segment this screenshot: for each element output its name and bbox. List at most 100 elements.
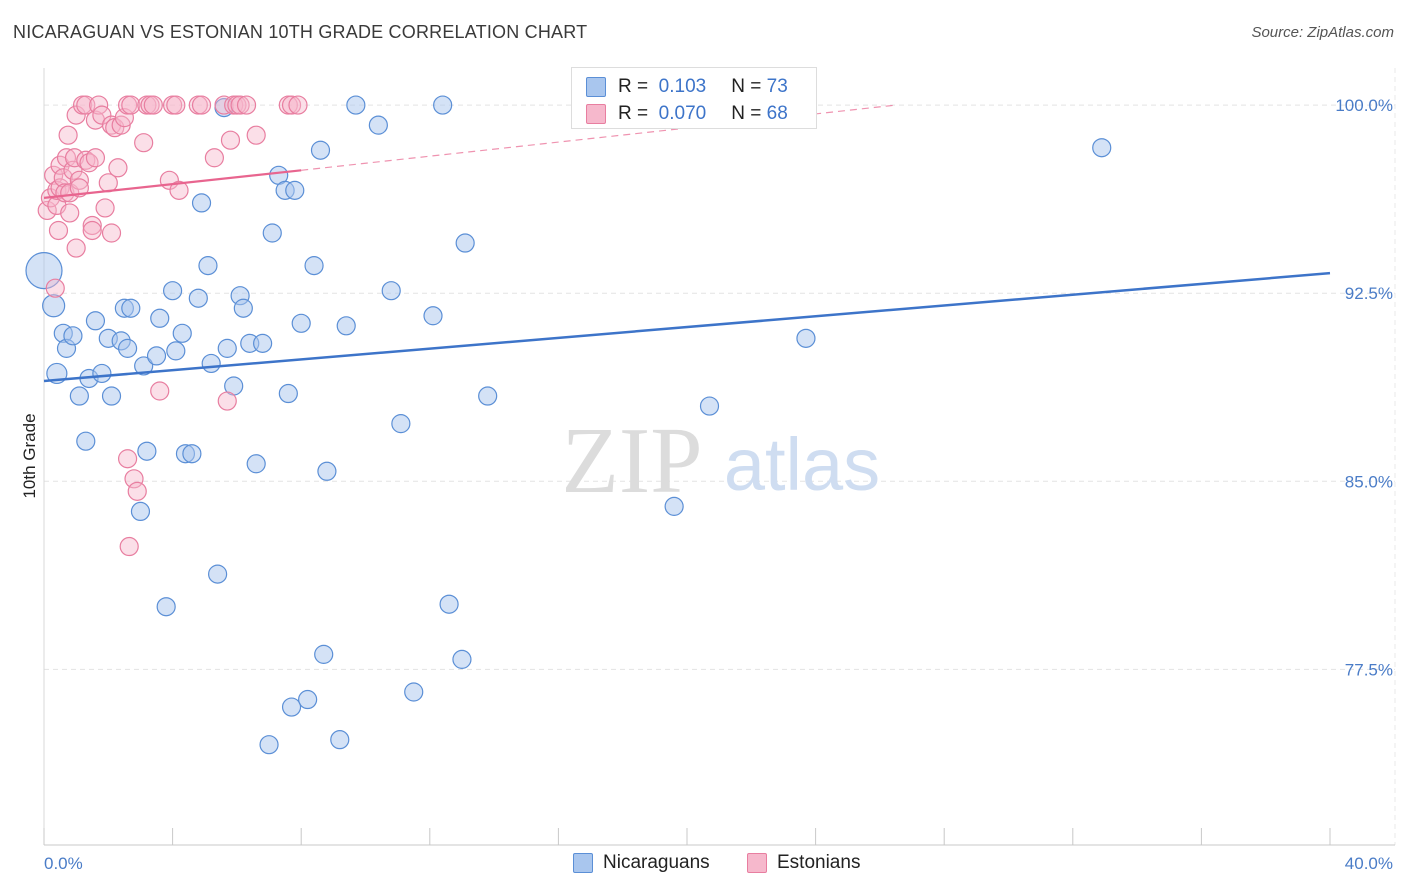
data-point-estonian	[45, 278, 65, 298]
data-point-nicaraguan	[281, 697, 302, 717]
data-point-estonian	[58, 125, 78, 145]
data-point-nicaraguan	[330, 730, 350, 750]
data-point-nicaraguan	[285, 180, 305, 200]
legend-r-label: R =	[618, 76, 649, 97]
data-point-nicaraguan	[433, 95, 453, 115]
data-point-estonian	[69, 170, 89, 190]
data-point-estonian	[166, 95, 186, 115]
grid	[43, 68, 1396, 845]
data-point-estonian	[55, 183, 75, 203]
data-point-nicaraguan	[291, 313, 311, 333]
trend-line-nicaraguans	[43, 271, 1331, 383]
data-point-nicaraguan	[201, 353, 221, 374]
data-point-nicaraguan	[452, 649, 472, 669]
data-point-nicaraguan	[404, 682, 424, 702]
data-point-nicaraguan	[368, 115, 388, 135]
stats-legend: R = 0.103 N = 73 R = 0.070 N = 68	[571, 67, 817, 129]
data-point-nicaraguan	[63, 326, 83, 346]
data-point-nicaraguan	[699, 396, 720, 416]
data-point-estonian	[82, 215, 102, 236]
data-point-nicaraguan	[191, 193, 212, 213]
legend-row-estonians: R = 0.070 N = 68	[586, 103, 788, 125]
data-point-nicaraguan	[150, 308, 170, 328]
chart-title: NICARAGUAN VS ESTONIAN 10TH GRADE CORREL…	[13, 22, 588, 42]
legend-swatch-pink	[747, 853, 767, 873]
data-point-estonian	[230, 95, 250, 115]
trend-line-estonians	[43, 169, 302, 199]
data-point-nicaraguan	[198, 256, 218, 276]
data-point-nicaraguan	[1092, 138, 1112, 158]
data-point-estonian	[143, 95, 163, 115]
data-point-estonian	[85, 148, 106, 168]
data-point-nicaraguan	[423, 306, 443, 326]
source-label: Source: ZipAtlas.com	[1251, 24, 1394, 41]
series-estonians	[37, 95, 308, 557]
data-point-estonian	[101, 223, 122, 243]
data-point-estonian	[82, 220, 102, 241]
data-point-nicaraguan	[130, 501, 151, 522]
data-point-estonian	[117, 449, 138, 469]
data-point-nicaraguan	[246, 454, 266, 474]
legend-label-nicaraguans: Nicaraguans	[603, 852, 710, 873]
data-point-nicaraguan	[314, 644, 334, 664]
legend-n-value: 68	[766, 103, 788, 124]
legend-swatch-blue	[573, 853, 593, 873]
data-point-estonian	[236, 95, 257, 115]
data-point-estonian	[150, 381, 170, 401]
x-tick-label: 0.0%	[44, 854, 83, 873]
data-point-nicaraguan	[69, 386, 89, 406]
data-point-nicaraguan	[253, 333, 273, 353]
data-point-nicaraguan	[172, 323, 192, 343]
data-point-nicaraguan	[336, 316, 356, 336]
data-point-nicaraguan	[664, 496, 684, 516]
series-nicaraguans	[25, 95, 1112, 755]
data-point-nicaraguan	[42, 294, 66, 318]
y-tick-label: 92.5%	[1345, 284, 1393, 303]
data-point-nicaraguan	[304, 256, 324, 276]
data-point-estonian	[48, 220, 69, 241]
data-point-nicaraguan	[381, 281, 401, 301]
legend-n-label: N =	[731, 103, 762, 124]
watermark-zip: ZIP	[562, 409, 703, 513]
legend-n-value: 73	[766, 76, 788, 97]
data-point-nicaraguan	[455, 233, 475, 253]
data-point-nicaraguan	[146, 346, 167, 366]
legend-swatch-blue	[586, 77, 606, 97]
data-point-estonian	[217, 391, 237, 411]
bottom-legend-estonians[interactable]: Estonians	[747, 852, 860, 874]
data-point-nicaraguan	[310, 140, 331, 160]
data-point-nicaraguan	[137, 441, 157, 461]
watermark-atlas: atlas	[724, 423, 880, 506]
data-point-estonian	[114, 108, 134, 128]
data-point-nicaraguan	[278, 383, 298, 404]
data-point-estonian	[220, 130, 241, 150]
data-point-estonian	[92, 105, 112, 125]
legend-r-value: 0.103	[658, 76, 707, 97]
data-point-nicaraguan	[317, 461, 337, 481]
data-point-estonian	[64, 148, 85, 168]
data-point-estonian	[121, 95, 141, 115]
legend-n-label: N =	[731, 76, 762, 97]
data-point-estonian	[134, 133, 154, 153]
data-point-nicaraguan	[134, 356, 154, 376]
legend-r-label: R =	[618, 103, 649, 124]
data-point-nicaraguan	[233, 298, 253, 318]
axes	[43, 828, 1395, 846]
data-point-estonian	[204, 148, 224, 168]
data-point-nicaraguan	[156, 597, 176, 617]
data-point-nicaraguan	[391, 414, 411, 434]
data-point-nicaraguan	[298, 689, 318, 710]
data-point-nicaraguan	[85, 311, 106, 331]
data-point-estonian	[95, 198, 115, 218]
data-point-estonian	[37, 200, 57, 221]
data-point-nicaraguan	[121, 298, 141, 318]
legend-label-estonians: Estonians	[777, 852, 861, 873]
y-tick-label: 100.0%	[1335, 96, 1393, 115]
x-tick-label: 40.0%	[1345, 854, 1393, 873]
data-point-estonian	[60, 203, 80, 223]
bottom-legend-nicaraguans[interactable]: Nicaraguans	[573, 852, 710, 874]
data-point-estonian	[281, 95, 302, 115]
data-point-nicaraguan	[217, 338, 237, 358]
data-point-estonian	[69, 178, 89, 198]
